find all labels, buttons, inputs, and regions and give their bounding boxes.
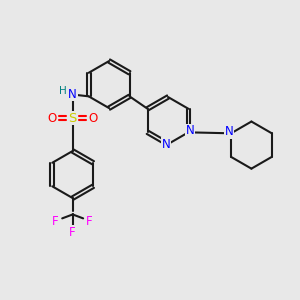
Text: N: N <box>225 125 234 138</box>
Text: N: N <box>162 138 171 151</box>
Text: N: N <box>68 88 77 100</box>
Text: F: F <box>86 215 93 228</box>
Text: H: H <box>59 86 66 96</box>
Text: O: O <box>48 112 57 125</box>
Text: F: F <box>69 226 76 239</box>
Text: F: F <box>52 215 59 228</box>
Text: O: O <box>88 112 98 125</box>
Text: S: S <box>68 112 77 125</box>
Text: N: N <box>186 124 194 137</box>
